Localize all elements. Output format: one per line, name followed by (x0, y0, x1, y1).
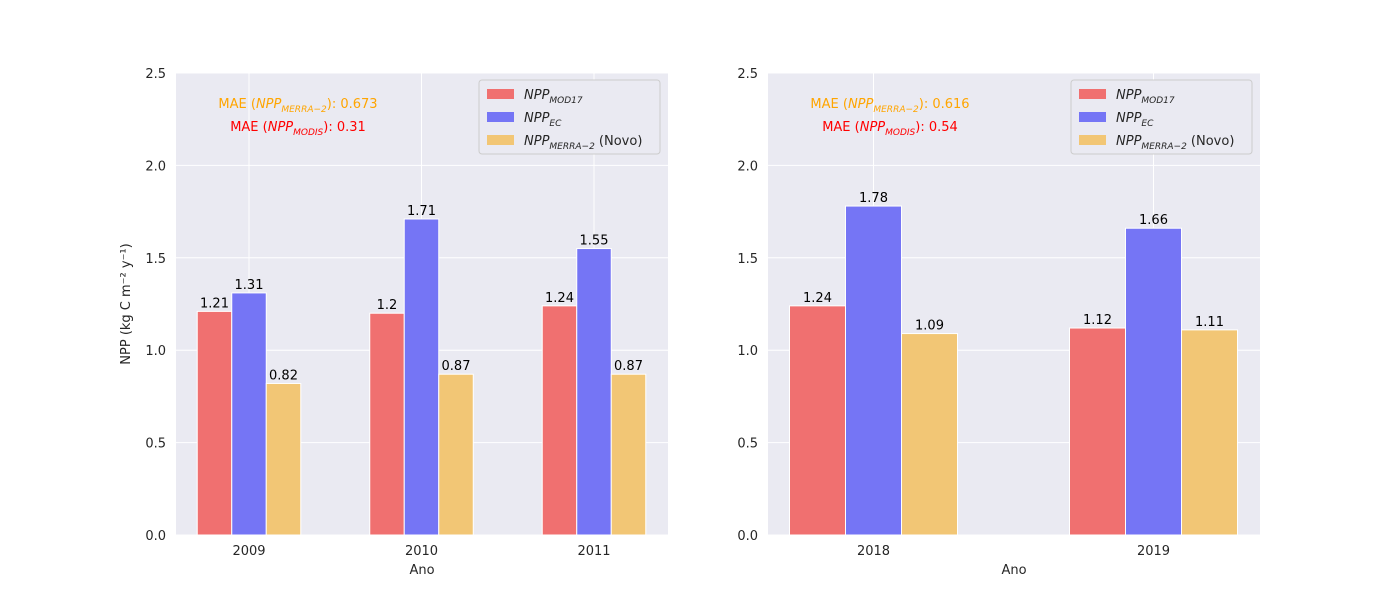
y-tick-label: 1.0 (737, 344, 758, 359)
bar-data-label: 1.55 (580, 234, 609, 249)
y-axis-label: NPP (kg C m⁻² y⁻¹) (119, 243, 134, 364)
bar-mod17-2019 (1069, 327, 1126, 536)
legend: NPPMOD17​ NPPEC​ NPPMERRA−2​ (Novo) (478, 79, 661, 155)
y-tick-label: 1.0 (145, 344, 166, 359)
bar-ec-2019 (1125, 227, 1182, 536)
legend-box (478, 79, 661, 155)
bar-data-label: 1.12 (1083, 313, 1112, 328)
bar-data-label: 1.78 (859, 191, 888, 206)
legend-entry-merra: NPPMERRA−2​ (Novo) (524, 134, 642, 152)
bar-data-label: 0.87 (614, 359, 643, 374)
x-axis-label: Ano (409, 563, 434, 578)
bar-data-label: 0.87 (442, 359, 471, 374)
y-tick-label: 2.5 (737, 67, 758, 82)
x-axis-label: Ano (1001, 563, 1026, 578)
legend-entry-ec: NPPEC​ (1116, 111, 1154, 129)
x-tick-label: 2010 (405, 544, 438, 559)
bar-ec-2011 (576, 248, 612, 536)
mae-modis-annotation: MAE (NPPMODIS​): 0.54 (822, 120, 958, 138)
legend-swatch-merra (1079, 135, 1106, 145)
bar-merra-2019 (1181, 329, 1238, 536)
y-tick-label: 2.5 (145, 67, 166, 82)
bar-data-label: 1.66 (1139, 213, 1168, 228)
bar-merra-2009 (265, 382, 302, 536)
legend-swatch-mod17 (1079, 89, 1106, 99)
bar-data-label: 1.31 (235, 278, 264, 293)
bar-mod17-2011 (541, 305, 578, 536)
y-tick-label: 0.0 (737, 529, 758, 544)
x-tick-label: 2009 (232, 544, 265, 559)
x-tick-label: 2011 (577, 544, 610, 559)
bar-data-label: 1.21 (200, 296, 229, 311)
chart-panel-2: 0.0 0.5 1.0 1.5 2.0 2.5 2018 2019 1.24 1.12 1.78 1.… (737, 67, 1260, 578)
bar-merra-2011 (610, 373, 647, 536)
x-tick-label: 2018 (857, 544, 890, 559)
legend-swatch-merra (487, 135, 514, 145)
bar-data-label: 1.71 (407, 204, 436, 219)
y-tick-label: 1.5 (145, 252, 166, 267)
bar-data-label: 1.24 (545, 291, 574, 306)
x-tick-label: 2019 (1137, 544, 1170, 559)
bar-data-label: 1.11 (1195, 315, 1224, 330)
mae-merra-annotation: MAE (NPPMERRA−2​): 0.616 (810, 97, 969, 115)
legend-swatch-mod17 (487, 89, 514, 99)
chart-panel-1: 0.0 0.5 1.0 1.5 2.0 2.5 2009 2010 2011 1.21 1.2 1.2… (119, 67, 668, 578)
legend-swatch-ec (487, 112, 514, 122)
legend: NPPMOD17​ NPPEC​ NPPMERRA−2​ (Novo) (1070, 79, 1253, 155)
legend-entry-merra: NPPMERRA−2​ (Novo) (1116, 134, 1234, 152)
y-tick-label: 0.0 (145, 529, 166, 544)
bar-data-label: 0.82 (269, 368, 298, 383)
legend-swatch-ec (1079, 112, 1106, 122)
y-tick-label: 0.5 (737, 437, 758, 452)
bar-data-label: 1.2 (377, 298, 398, 313)
y-tick-label: 2.0 (145, 159, 166, 174)
y-tick-label: 1.5 (737, 252, 758, 267)
bar-data-label: 1.24 (803, 291, 832, 306)
legend-entry-mod17: NPPMOD17​ (1116, 88, 1175, 106)
bar-ec-2018 (845, 205, 902, 536)
bar-ec-2009 (231, 292, 267, 536)
legend-entry-mod17: NPPMOD17​ (524, 88, 583, 106)
bar-mod17-2018 (789, 305, 846, 536)
mae-merra-annotation: MAE (NPPMERRA−2​): 0.673 (218, 97, 377, 115)
bar-mod17-2009 (196, 310, 233, 536)
bar-merra-2018 (901, 333, 958, 536)
bar-ec-2010 (403, 218, 440, 536)
bar-mod17-2010 (369, 312, 405, 536)
y-tick-label: 2.0 (737, 159, 758, 174)
bar-data-label: 1.09 (915, 319, 944, 334)
y-tick-label: 0.5 (145, 437, 166, 452)
bar-merra-2010 (438, 373, 474, 536)
mae-modis-annotation: MAE (NPPMODIS​): 0.31 (230, 120, 366, 138)
legend-box (1070, 79, 1253, 155)
legend-entry-ec: NPPEC​ (524, 111, 562, 129)
